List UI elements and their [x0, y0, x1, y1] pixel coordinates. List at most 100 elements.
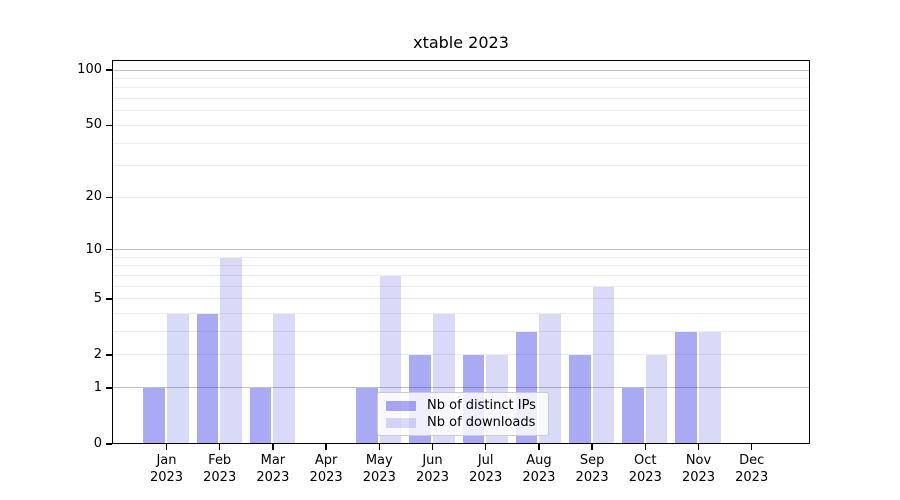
distinct-ips-swatch-icon [386, 400, 416, 411]
minor-gridline-60 [113, 110, 809, 112]
y-tick-1 [106, 387, 112, 389]
chart-title: xtable 2023 [413, 33, 509, 52]
bar-mar-distinct-ips [249, 388, 272, 443]
legend-entry-distinct-ips: Nb of distinct IPs [386, 397, 536, 414]
y-tick-label-2: 2 [93, 346, 102, 362]
x-tick-label-nov: Nov 2023 [668, 452, 730, 486]
x-tick-year: 2023 [628, 470, 662, 485]
minor-gridline-20 [113, 196, 809, 198]
bar-oct-downloads [645, 355, 668, 443]
bar-nov-distinct-ips [675, 332, 697, 443]
y-tick-label-0: 0 [93, 436, 102, 451]
minor-gridline-6 [113, 285, 809, 287]
minor-gridline-2 [113, 354, 809, 356]
x-tick-month: Oct [634, 453, 657, 468]
bar-feb-distinct-ips [196, 314, 219, 443]
bar-sep-downloads [592, 286, 615, 443]
x-tick-month: Mar [260, 453, 286, 468]
x-tick-label-mar: Mar 2023 [242, 452, 304, 486]
bar-jan-distinct-ips [143, 388, 165, 443]
y-tick-label-50: 50 [85, 117, 102, 133]
x-tick-month: May [365, 453, 393, 468]
x-tick-month: Sep [579, 453, 605, 468]
plot-area [112, 60, 810, 444]
x-tick-dec [750, 444, 753, 450]
x-tick-label-aug: Aug 2023 [508, 452, 570, 486]
legend-entry-downloads: Nb of downloads [386, 414, 536, 431]
minor-gridline-7 [113, 274, 809, 276]
x-tick-sep [591, 444, 593, 450]
x-tick-oct [644, 444, 647, 450]
y-tick-label-10: 10 [85, 241, 102, 257]
x-tick-label-sep: Sep 2023 [561, 452, 623, 486]
bar-nov-downloads [699, 332, 721, 443]
x-tick-label-apr: Apr 2023 [295, 452, 357, 486]
minor-gridline-50 [113, 124, 809, 126]
x-tick-label-may: May 2023 [348, 452, 410, 486]
bar-oct-distinct-ips [622, 388, 644, 443]
x-tick-month: Nov [685, 453, 712, 468]
y-tick-label-5: 5 [93, 290, 102, 306]
x-tick-label-oct: Oct 2023 [614, 452, 676, 486]
x-tick-year: 2023 [362, 470, 396, 485]
x-tick-month: Jul [477, 453, 494, 468]
y-tick-5 [106, 298, 112, 300]
x-tick-label-dec: Dec 2023 [721, 452, 783, 486]
x-tick-label-jan: Jan 2023 [136, 452, 198, 486]
x-tick-year: 2023 [203, 470, 237, 485]
x-tick-year: 2023 [735, 470, 769, 485]
minor-gridline-90 [113, 77, 809, 79]
bar-jan-downloads [167, 314, 189, 443]
x-tick-label-jun: Jun 2023 [402, 452, 464, 486]
y-tick-20 [106, 196, 112, 199]
x-tick-month: Jun [422, 453, 443, 468]
x-tick-jul [484, 444, 487, 450]
x-tick-apr [325, 444, 327, 450]
x-tick-year: 2023 [681, 470, 716, 485]
bar-sep-distinct-ips [569, 355, 591, 443]
y-tick-10 [106, 248, 112, 251]
y-tick-2 [106, 354, 112, 356]
x-tick-may [378, 444, 381, 450]
y-tick-100 [106, 69, 112, 71]
y-tick-label-20: 20 [85, 189, 102, 205]
x-tick-year: 2023 [256, 470, 290, 485]
minor-gridline-4 [113, 313, 809, 315]
y-tick-50 [106, 124, 112, 127]
x-tick-nov [697, 444, 700, 450]
x-tick-month: Jan [156, 453, 177, 468]
minor-gridline-9 [113, 256, 809, 258]
bar-mar-downloads [273, 314, 295, 443]
x-tick-label-feb: Feb 2023 [189, 452, 251, 486]
y-tick-label-1: 1 [93, 379, 102, 395]
x-tick-aug [538, 444, 540, 450]
major-gridline-100 [113, 69, 809, 71]
x-tick-year: 2023 [309, 470, 343, 485]
x-tick-year: 2023 [469, 470, 503, 485]
x-tick-month: Apr [314, 453, 338, 468]
x-tick-year: 2023 [149, 470, 184, 485]
minor-gridline-8 [113, 265, 809, 267]
downloads-swatch-icon [386, 417, 416, 428]
x-tick-year: 2023 [415, 470, 450, 485]
legend-label: Nb of distinct IPs [427, 398, 536, 413]
y-tick-label-100: 100 [77, 62, 102, 77]
minor-gridline-5 [113, 298, 809, 300]
major-gridline-1 [113, 387, 809, 389]
x-tick-month: Dec [739, 453, 765, 468]
x-tick-month: Feb [208, 453, 232, 468]
minor-gridline-40 [113, 142, 809, 144]
x-tick-feb [218, 444, 221, 450]
bar-feb-downloads [220, 257, 242, 443]
x-tick-year: 2023 [522, 470, 556, 485]
major-gridline-10 [113, 249, 809, 251]
legend-label: Nb of downloads [427, 415, 536, 430]
x-tick-jun [431, 444, 434, 450]
x-tick-jan [165, 444, 168, 450]
minor-gridline-80 [113, 87, 809, 89]
x-tick-label-jul: Jul 2023 [455, 452, 517, 486]
minor-gridline-30 [113, 165, 809, 167]
bar-may-distinct-ips [356, 388, 378, 443]
minor-gridline-70 [113, 98, 809, 100]
x-tick-mar [272, 444, 274, 450]
